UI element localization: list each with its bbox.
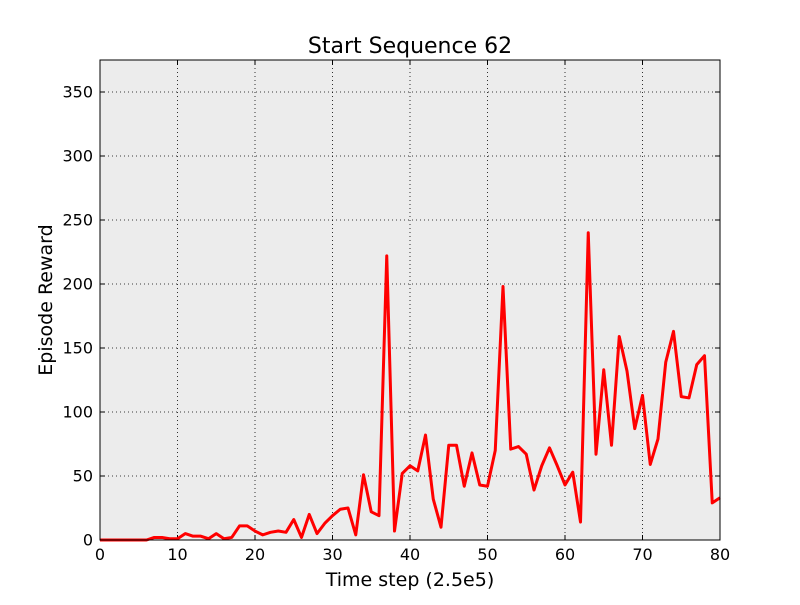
x-tick-label: 0 — [95, 545, 105, 564]
y-tick-label: 250 — [62, 211, 93, 230]
series-layer — [100, 231, 721, 542]
y-tick-label: 300 — [62, 147, 93, 166]
grid-lines — [100, 60, 720, 540]
x-tick-label: 20 — [245, 545, 265, 564]
series-line — [100, 231, 721, 542]
x-tick-label: 80 — [710, 545, 730, 564]
x-tick-label: 60 — [555, 545, 575, 564]
y-tick-label: 100 — [62, 403, 93, 422]
tick-labels: 0 10 20 30 40 50 60 70 80 0 50 100 150 200 250 300 350 — [62, 83, 730, 565]
x-tick-label: 30 — [322, 545, 342, 564]
x-tick-label: 40 — [400, 545, 420, 564]
x-tick-label: 50 — [477, 545, 497, 564]
x-axis-label: Time step (2.5e5) — [325, 569, 495, 591]
chart-title: Start Sequence 62 — [308, 34, 512, 59]
x-tick-label: 10 — [167, 545, 187, 564]
plot-frame — [99, 59, 721, 541]
y-axis-label: Episode Reward — [35, 224, 57, 375]
y-tick-label: 0 — [83, 531, 93, 550]
x-tick-label: 70 — [632, 545, 652, 564]
y-tick-label: 200 — [62, 275, 93, 294]
y-tick-label: 350 — [62, 83, 93, 102]
y-tick-label: 150 — [62, 339, 93, 358]
y-tick-label: 50 — [73, 467, 93, 486]
